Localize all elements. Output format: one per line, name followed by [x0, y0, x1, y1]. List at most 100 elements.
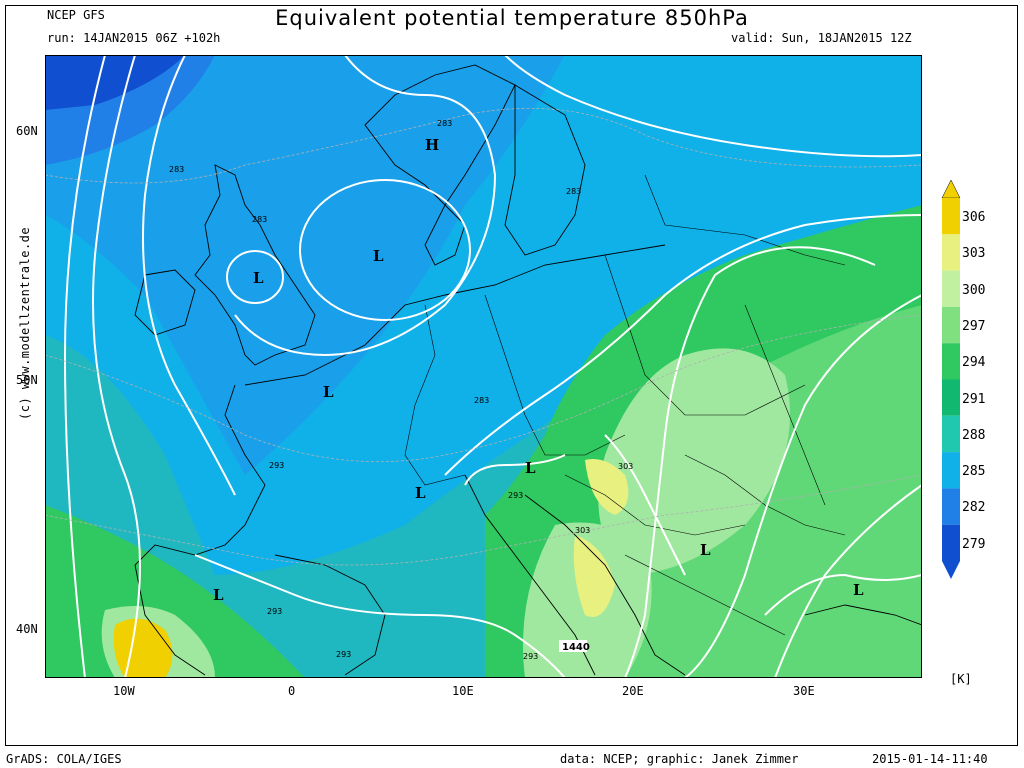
colorbar-swatch-279 [942, 524, 960, 561]
colorbar-top-arrow [941, 180, 961, 199]
geopotential-contours [63, 55, 922, 678]
contour-label-5: 283 [474, 396, 489, 405]
low-label-1: L [373, 247, 384, 265]
contour-8 [684, 294, 922, 678]
weather-map: H L L L L L L L L 283 283 283 283 283 29… [45, 55, 922, 678]
coast-north-sea [244, 244, 666, 386]
coast-med [274, 554, 386, 676]
high-label-1: H [425, 136, 439, 154]
contour-label-6: 293 [269, 461, 284, 470]
contour-label-3: 283 [252, 215, 267, 224]
colorbar-label-285: 285 [962, 464, 986, 480]
lon-label-20e: 20E [622, 684, 644, 698]
colorbar-label-282: 282 [962, 500, 986, 516]
run-label: run: 14JAN2015 06Z +102h [47, 31, 221, 45]
valid-label: valid: Sun, 18JAN2015 12Z [731, 31, 912, 45]
contour-label-1440: 1440 [562, 642, 590, 653]
side-credit: (c) www.modellzentrale.de [18, 226, 32, 420]
colorbar-label-279: 279 [962, 536, 986, 552]
contour-label-2: 283 [169, 165, 184, 174]
model-label: NCEP GFS [47, 8, 105, 22]
colorbar-swatch-282 [942, 488, 960, 525]
contour-label-1: 283 [437, 119, 452, 128]
colorbar-label-294: 294 [962, 355, 986, 371]
coast-ireland [134, 269, 196, 336]
footer-center: data: NCEP; graphic: Janek Zimmer [560, 752, 799, 766]
theta-2 [45, 314, 922, 463]
contour-label-4: 283 [566, 187, 581, 196]
colorbar-label-306: 306 [962, 210, 986, 225]
low-label-8: L [853, 581, 864, 599]
border-3 [604, 254, 806, 416]
contour-label-12: 303 [575, 526, 590, 535]
colorbar-swatch-294 [942, 343, 960, 380]
colorbar-swatch-291 [942, 379, 960, 416]
lat-label-60n: 60N [16, 124, 38, 138]
border-1 [404, 304, 466, 486]
coast-britain [194, 164, 316, 366]
border-2 [484, 294, 626, 456]
label-1440-box: 1440 [559, 640, 590, 653]
contour-7 [624, 246, 876, 678]
contour-low-britain [226, 250, 284, 304]
colorbar-unit: [K] [950, 672, 972, 686]
colorbar-swatch-303 [942, 234, 960, 271]
contour-label-11: 303 [618, 462, 633, 471]
contour-low-north-sea [299, 179, 471, 321]
coast-france-iberia [134, 384, 266, 676]
contour-12 [464, 454, 566, 486]
colorbar-swatch-300 [942, 270, 960, 307]
footer-left: GrADS: COLA/IGES [6, 752, 122, 766]
colorbar-swatch-288 [942, 415, 960, 453]
contour-2 [142, 55, 236, 496]
colorbar [941, 180, 961, 579]
coast-sweden [504, 84, 586, 256]
contour-4 [63, 55, 106, 678]
low-label-3: L [323, 383, 334, 401]
low-label-4: L [415, 484, 426, 502]
colorbar-label-288: 288 [962, 427, 986, 443]
border-8 [744, 304, 826, 506]
lat-label-40n: 40N [16, 622, 38, 636]
contour-9 [774, 484, 922, 678]
low-label-7: L [700, 541, 711, 559]
chart-title: Equivalent potential temperature 850hPa [275, 6, 749, 30]
low-label-5: L [525, 459, 536, 477]
lon-label-0: 0 [288, 684, 296, 698]
contour-10 [764, 573, 922, 616]
colorbar-swatch-306 [942, 198, 960, 235]
coast-scandinavia [364, 64, 516, 206]
contour-3 [92, 55, 141, 678]
contour-5 [504, 55, 922, 158]
colorbar-label-297: 297 [962, 318, 986, 334]
field-298 [598, 348, 790, 575]
border-5 [564, 474, 746, 536]
chart-frame [5, 5, 1018, 746]
contour-label-9: 293 [336, 650, 351, 659]
colorbar-bottom-arrow [942, 561, 960, 579]
border-4 [644, 174, 846, 266]
border-7 [684, 454, 846, 536]
field-279 [45, 55, 185, 110]
map-border [45, 55, 922, 678]
low-label-2: L [253, 269, 264, 287]
colorbar-label-300: 300 [962, 282, 986, 298]
lat-label-50n: 50N [16, 373, 38, 387]
colorbar-label-303: 303 [962, 246, 986, 262]
coastlines [134, 64, 922, 676]
field-303a [585, 459, 629, 515]
contour-13 [604, 434, 686, 576]
contour-label-10: 293 [523, 652, 538, 661]
contour-1 [234, 55, 497, 357]
lon-label-10e: 10E [452, 684, 474, 698]
contour-11 [194, 554, 566, 678]
borders [404, 174, 846, 636]
coast-adriatic [524, 494, 686, 676]
contour-label-8: 293 [267, 607, 282, 616]
colorbar-swatch-285 [942, 452, 960, 489]
theta-1 [45, 107, 922, 184]
field-284 [45, 55, 565, 475]
colorbar-swatch-297 [942, 306, 960, 344]
colorbar-label-291: 291 [962, 391, 986, 407]
low-label-6: L [213, 586, 224, 604]
